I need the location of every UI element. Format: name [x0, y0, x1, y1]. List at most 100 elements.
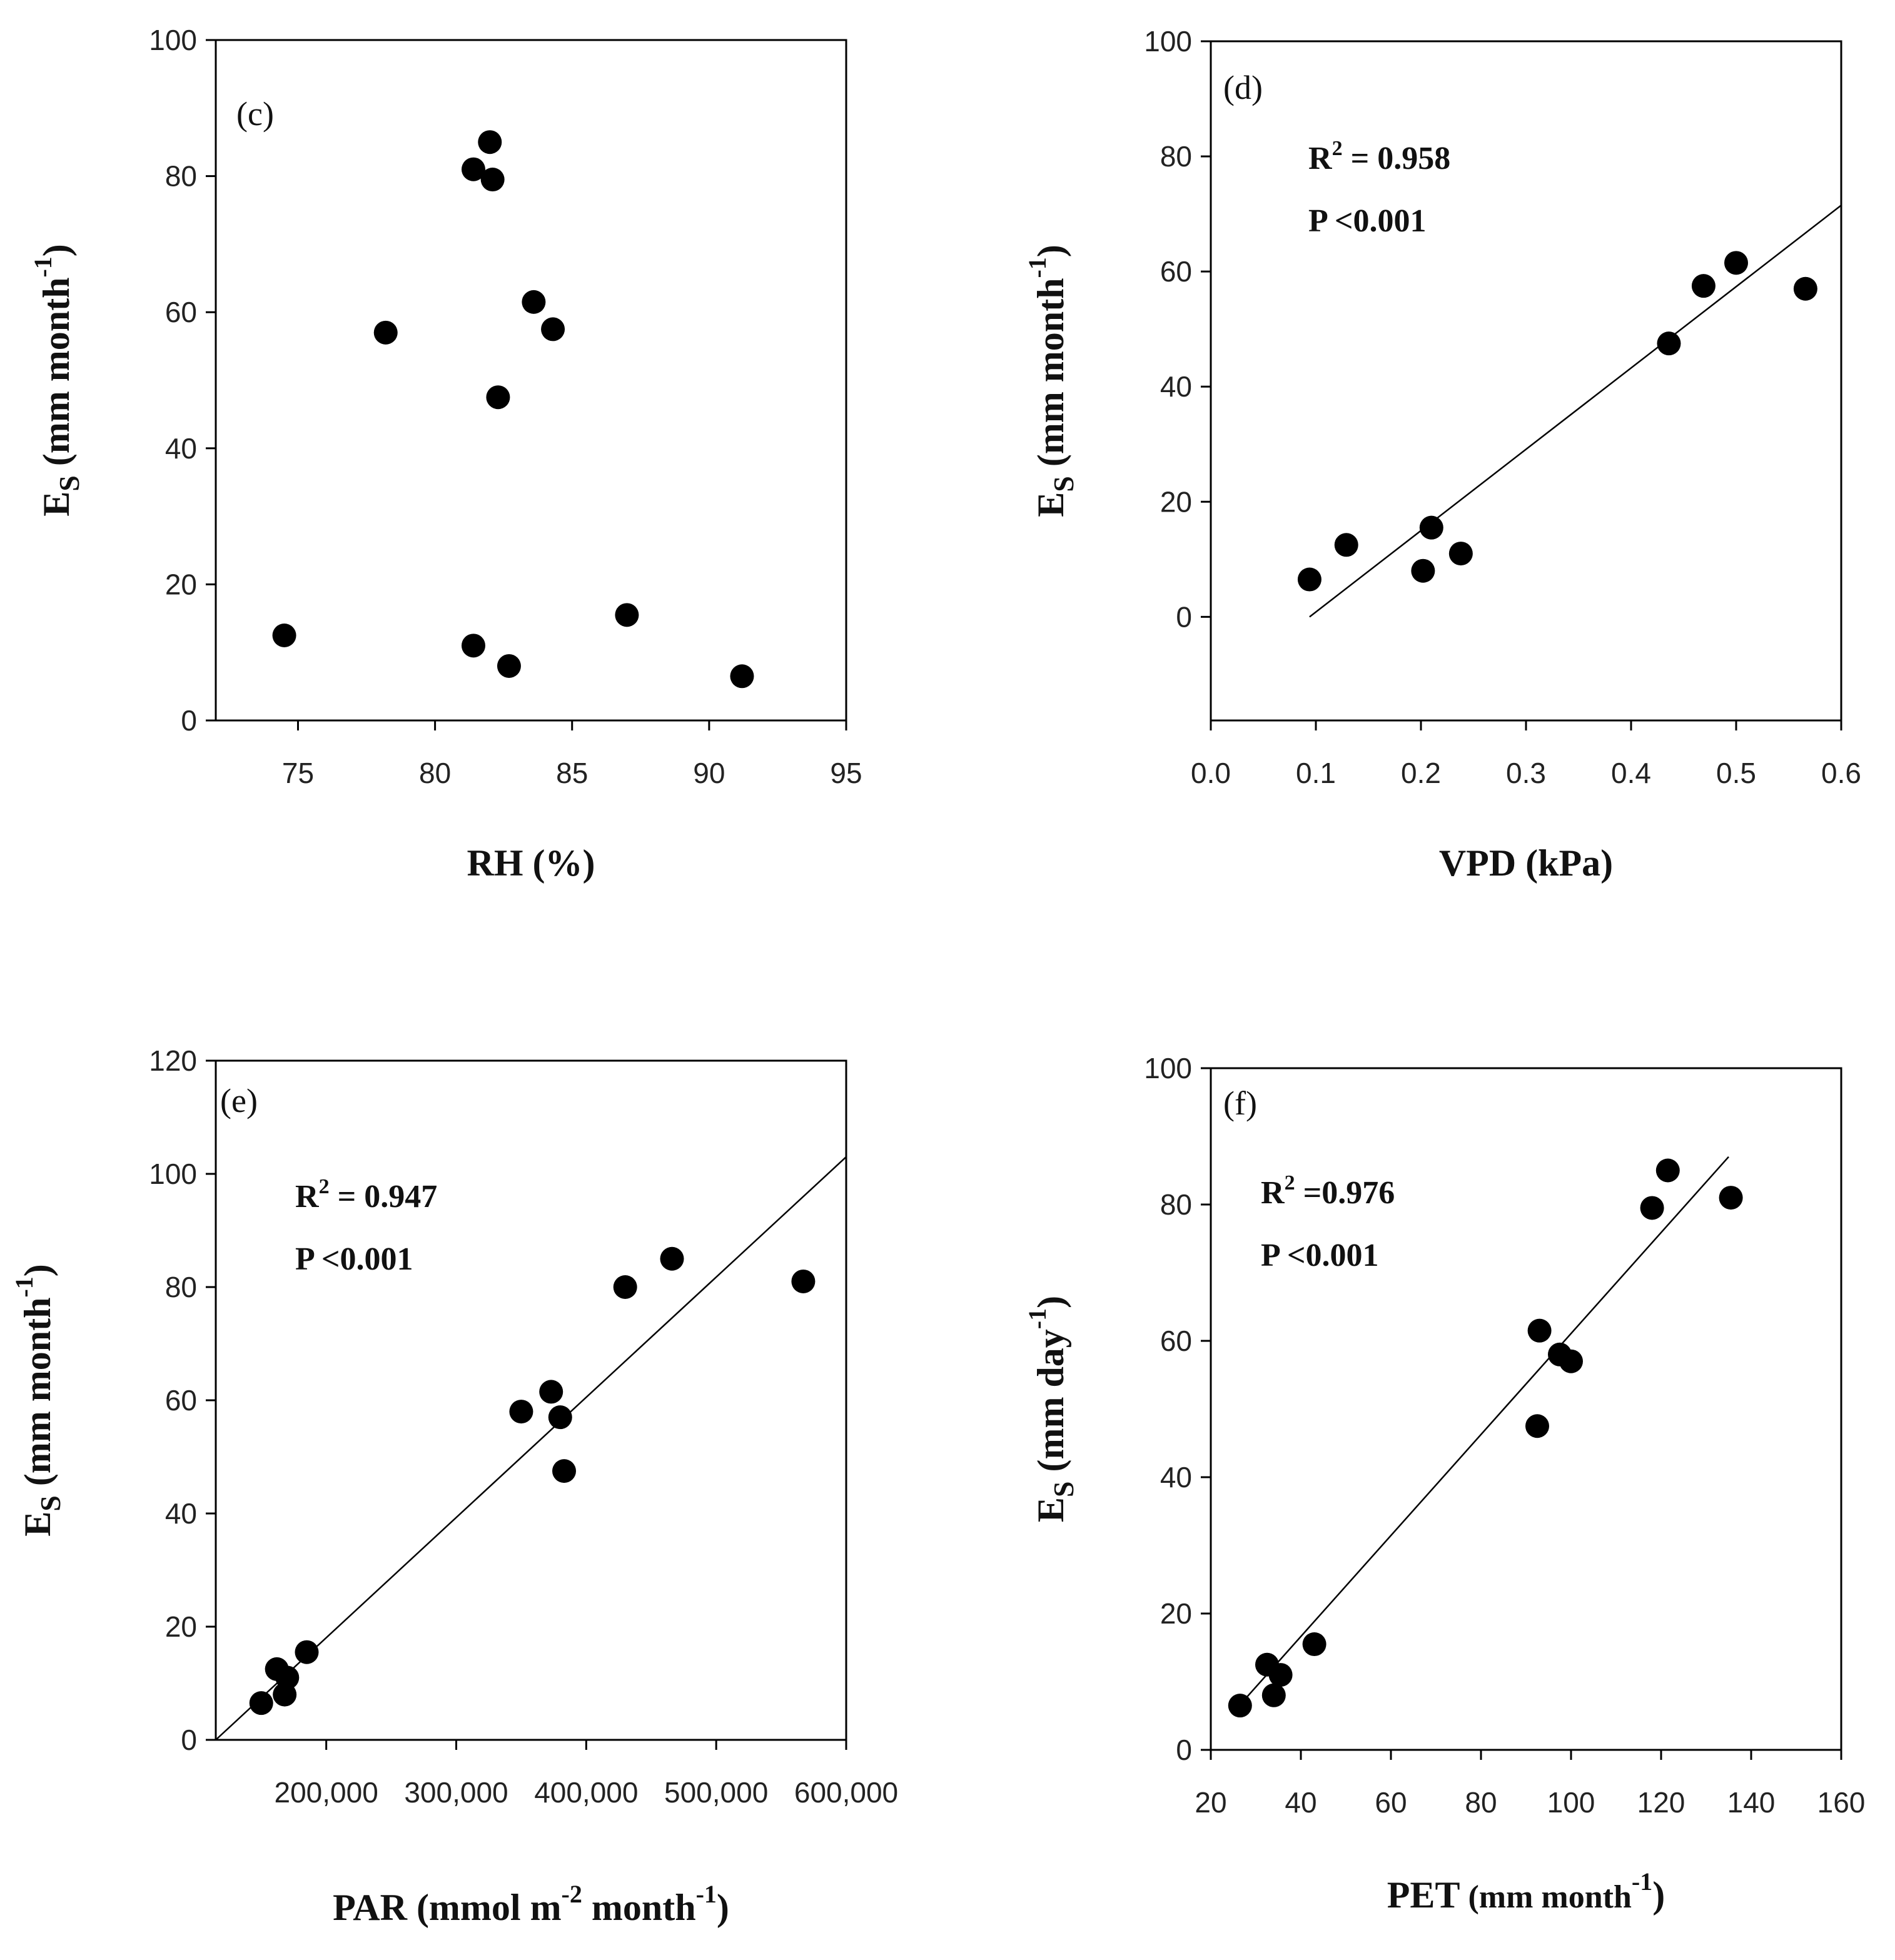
y-tick-label: 40: [1160, 370, 1192, 403]
data-point: [548, 1405, 572, 1430]
y-tick-label: 60: [1160, 1325, 1192, 1357]
x-axis-title: RH (%): [467, 842, 595, 884]
y-tick-label: 100: [149, 24, 197, 56]
plot-frame: [215, 1059, 847, 1741]
panel-c: 75 80 85 90 95 0 20 40 60 80 100 (c) RH (%) ES (mm mo…: [29, 24, 862, 884]
x-tick-label: 0.0: [1191, 757, 1231, 789]
panel-d: 0.0 0.1 0.2 0.3 0.4 0.5 0.6 0 20 40 60 80 100 (d) R2 =…: [1023, 25, 1861, 884]
y-tick-label: 80: [1160, 1188, 1192, 1221]
plot-frame: [215, 39, 847, 722]
x-tick-label: 120: [1637, 1786, 1685, 1819]
data-point: [539, 1380, 563, 1404]
data-point: [1411, 558, 1435, 583]
data-point: [1419, 515, 1443, 540]
data-point: [272, 624, 296, 647]
data-point: [1448, 542, 1473, 566]
y-tick-label: 60: [1160, 255, 1192, 288]
data-point: [1657, 331, 1681, 356]
panel-label: (e): [220, 1082, 258, 1119]
y-axis-title: ES (mm month-1): [29, 244, 85, 517]
x-tick-label: 100: [1547, 1786, 1595, 1819]
data-point: [1559, 1349, 1583, 1373]
y-axis-title: ES (mm month-1): [1023, 245, 1079, 517]
y-tick-label: 0: [1176, 600, 1192, 633]
data-point: [486, 385, 510, 410]
data-point: [1655, 1158, 1680, 1183]
x-tick-label: 0.4: [1611, 757, 1651, 789]
x-tick-label: 0.5: [1716, 757, 1756, 789]
y-tick-label: 100: [149, 1158, 197, 1190]
y-tick-label: 80: [165, 1271, 197, 1303]
data-point: [522, 290, 546, 314]
y-tick-label: 0: [1176, 1734, 1192, 1766]
y-tick-label: 40: [1160, 1461, 1192, 1493]
x-tick-label: 0.6: [1821, 757, 1861, 789]
x-tick-label: 160: [1817, 1786, 1866, 1819]
data-point: [1302, 1632, 1326, 1657]
y-tick-label: 100: [1144, 1052, 1192, 1084]
y-tick-label: 20: [1160, 1597, 1192, 1630]
data-point: [615, 603, 639, 627]
y-tick-label: 80: [1160, 140, 1192, 173]
data-point: [461, 634, 485, 658]
data-point: [478, 130, 502, 154]
x-tick-label: 400,000: [534, 1776, 638, 1809]
y-tick-label: 60: [165, 296, 197, 328]
data-point: [660, 1246, 684, 1271]
data-point: [509, 1400, 533, 1424]
y-tick-label: 40: [165, 432, 197, 465]
data-point: [373, 320, 398, 345]
r-squared-label: R2 = 0.958: [1308, 137, 1450, 176]
data-point: [1724, 251, 1748, 275]
data-point: [1640, 1196, 1664, 1220]
r-squared-label: R2 =0.976: [1261, 1171, 1395, 1211]
regression-line: [1241, 1156, 1729, 1703]
data-point: [1268, 1663, 1293, 1687]
y-tick-label: 20: [1160, 485, 1192, 518]
x-tick-label: 85: [556, 757, 588, 789]
y-tick-label: 0: [181, 1724, 197, 1756]
x-tick-label: 500,000: [664, 1776, 768, 1809]
data-point: [1228, 1694, 1252, 1718]
x-tick-label: 200,000: [275, 1776, 378, 1809]
data-point: [461, 157, 485, 181]
p-value-label: P <0.001: [1261, 1238, 1379, 1273]
x-tick-label: 0.1: [1296, 757, 1336, 789]
x-tick-label: 60: [1375, 1786, 1407, 1819]
x-tick-label: 75: [282, 757, 314, 789]
y-tick-label: 100: [1144, 25, 1192, 58]
y-axis-title: ES (mm day-1): [1023, 1296, 1079, 1522]
data-point: [791, 1269, 816, 1293]
x-axis-title: PAR (mmol m-2 month-1): [333, 1880, 729, 1928]
p-value-label: P <0.001: [295, 1241, 413, 1277]
p-value-label: P <0.001: [1308, 203, 1427, 239]
panel-label: (d): [1223, 69, 1263, 106]
data-point: [1261, 1683, 1286, 1707]
data-point: [249, 1691, 273, 1715]
y-tick-label: 0: [181, 704, 197, 737]
panel-label: (c): [236, 95, 274, 133]
data-point: [1793, 276, 1817, 301]
y-tick-label: 60: [165, 1384, 197, 1417]
x-tick-label: 80: [419, 757, 451, 789]
y-axis-title: ES (mm month-1): [10, 1264, 66, 1537]
x-tick-label: 0.2: [1401, 757, 1441, 789]
x-axis-title: VPD (kPa): [1439, 842, 1613, 884]
x-tick-label: 80: [1465, 1786, 1497, 1819]
data-point: [1297, 567, 1321, 592]
panel-label: (f): [1223, 1084, 1257, 1122]
y-tick-label: 80: [165, 160, 197, 193]
y-tick-label: 40: [165, 1497, 197, 1530]
data-point: [613, 1275, 637, 1299]
y-tick-label: 20: [165, 568, 197, 600]
x-tick-label: 0.3: [1506, 757, 1546, 789]
x-tick-label: 300,000: [404, 1776, 508, 1809]
y-tick-label: 20: [165, 1610, 197, 1643]
r-squared-label: R2 = 0.947: [295, 1175, 437, 1215]
data-point: [497, 654, 521, 678]
data-point: [1719, 1186, 1743, 1210]
x-axis-title: PET (mm month-1): [1387, 1867, 1665, 1916]
data-point: [1527, 1318, 1552, 1343]
